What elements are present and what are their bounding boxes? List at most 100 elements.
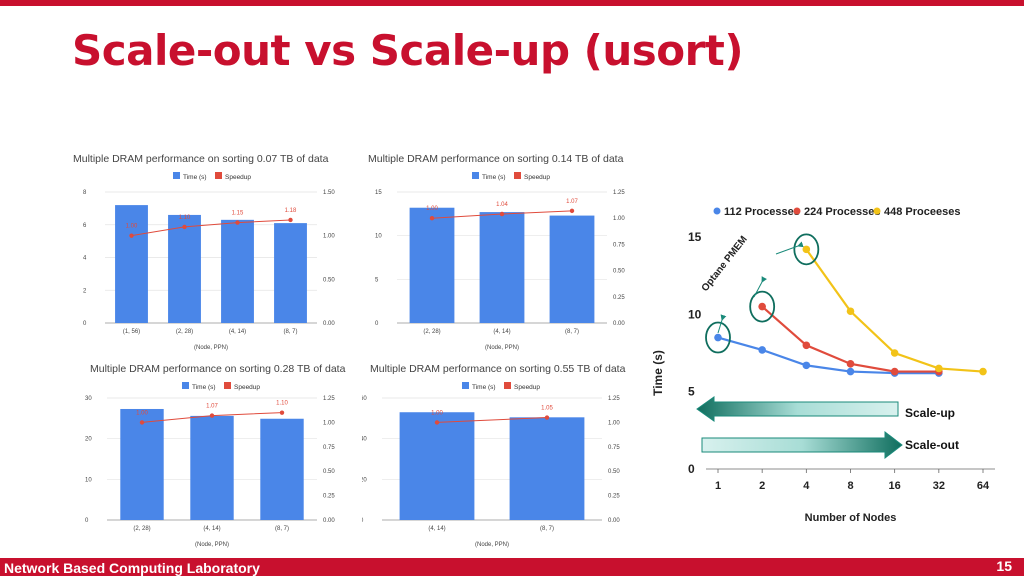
speedup-point [434, 420, 440, 425]
x-tick-label: (8, 7) [565, 329, 579, 335]
legend-swatch-speedup [514, 172, 521, 179]
x-tick-label: 16 [889, 480, 901, 492]
speedup-data-label: 1.18 [285, 208, 297, 214]
bar-time [260, 418, 304, 520]
speedup-point [569, 208, 575, 214]
y2-tick-label: 0.00 [608, 518, 620, 524]
series-point [758, 346, 766, 354]
y2-tick-label: 0.50 [613, 269, 625, 275]
series-point [846, 360, 855, 368]
legend-swatch-speedup [215, 172, 222, 179]
chart-panel-3: Multiple DRAM performance on sorting 0.5… [362, 363, 626, 548]
y2-tick-label: 0.25 [613, 295, 625, 301]
x-tick-label: 64 [977, 480, 990, 492]
y2-tick-label: 1.00 [323, 234, 335, 240]
highlight-circle [705, 321, 731, 354]
speedup-data-label: 1.00 [431, 410, 443, 416]
chart-panel-0: Multiple DRAM performance on sorting 0.0… [73, 153, 335, 351]
legend-label: 448 Proceeses [884, 206, 960, 218]
x-tick-label: (4, 14) [428, 526, 445, 532]
page-number: 15 [996, 558, 1012, 574]
y2-tick-label: 0.00 [613, 321, 625, 327]
y-tick-label: 0 [362, 518, 364, 524]
y2-tick-label: 0.25 [323, 494, 335, 500]
chart-panel-1: Multiple DRAM performance on sorting 0.1… [368, 153, 625, 351]
speedup-point [544, 415, 550, 420]
series-point [979, 367, 987, 376]
speedup-data-label: 1.15 [232, 211, 244, 217]
y-tick-label: 10 [85, 477, 92, 483]
y2-tick-label: 0.50 [323, 277, 335, 283]
legend-marker [713, 207, 721, 215]
bar-time [509, 417, 585, 520]
scale-out-label: Scale-out [905, 438, 959, 452]
bar-time [399, 412, 475, 520]
scale-up-arrow [696, 396, 899, 422]
highlight-circle [793, 233, 820, 266]
optane-arrow [775, 241, 804, 255]
optane-arrow [717, 314, 727, 334]
y-tick-label: 5 [375, 277, 379, 283]
y-tick-label: 2 [83, 288, 87, 294]
slide-title: Scale-out vs Scale-up (usort) [72, 26, 744, 75]
y2-tick-label: 1.25 [613, 190, 625, 196]
x-tick-label: (8, 7) [540, 526, 554, 532]
speedup-data-label: 1.00 [136, 410, 148, 416]
y2-tick-label: 0.75 [613, 242, 625, 248]
legend-swatch-time [173, 172, 180, 179]
speedup-data-label: 1.00 [426, 206, 438, 212]
speedup-point [499, 211, 505, 217]
bar-time [479, 212, 525, 323]
speedup-point [139, 420, 145, 425]
series-point [846, 367, 855, 376]
y2-tick-label: 1.00 [608, 420, 620, 426]
chart-title: Multiple DRAM performance on sorting 0.1… [368, 153, 624, 165]
bar-time [190, 415, 234, 520]
legend-label-speedup: Speedup [234, 384, 260, 391]
legend-label-speedup: Speedup [514, 384, 540, 391]
y-tick-label: 0 [375, 321, 379, 327]
x-tick-label: (2, 28) [176, 329, 193, 335]
x-axis-label: (Node, PPN) [195, 542, 229, 548]
bar-time [115, 205, 148, 323]
y-tick-label: 60 [362, 396, 367, 402]
y2-tick-label: 1.00 [323, 420, 335, 426]
y2-tick-label: 1.25 [323, 396, 335, 402]
legend-label-time: Time (s) [482, 174, 506, 181]
speedup-point [429, 216, 435, 221]
speedup-data-label: 1.00 [126, 224, 138, 230]
scale-up-label: Scale-up [905, 406, 955, 420]
y-tick-label: 6 [83, 223, 87, 229]
speedup-point [279, 410, 285, 415]
speedup-point [209, 413, 215, 418]
speedup-point [129, 233, 134, 238]
y2-tick-label: 0.25 [608, 494, 620, 500]
legend-marker [873, 207, 881, 215]
chart-panel-scaling: 112 Processes 224 Processes 448 Proceeses 0… [651, 206, 995, 524]
y-tick-label: 15 [375, 190, 382, 196]
x-axis-label: Number of Nodes [805, 512, 897, 524]
speedup-line [131, 219, 291, 237]
speedup-point [182, 224, 187, 230]
chart-title: Multiple DRAM performance on sorting 0.0… [73, 153, 329, 165]
legend-label-speedup: Speedup [524, 174, 550, 181]
speedup-data-label: 1.05 [541, 406, 553, 412]
speedup-data-label: 1.04 [496, 202, 508, 208]
speedup-line [436, 417, 548, 423]
series-line [717, 336, 939, 375]
speedup-data-label: 1.10 [179, 215, 191, 221]
x-tick-label: (8, 7) [275, 526, 289, 532]
legend-swatch-time [472, 172, 479, 179]
x-tick-label: (1, 56) [123, 329, 140, 335]
legend-label: 224 Processes [804, 206, 880, 218]
y-tick-label: 0 [83, 321, 87, 327]
speedup-data-label: 1.07 [206, 404, 218, 410]
series-point [714, 333, 722, 342]
speedup-data-label: 1.10 [276, 401, 288, 407]
y-tick-label: 20 [362, 477, 367, 483]
bar-time [168, 214, 201, 323]
series-point [846, 307, 855, 316]
chart-title: Multiple DRAM performance on sorting 0.5… [370, 363, 626, 375]
y-tick-label: 5 [688, 385, 695, 399]
y-tick-label: 8 [83, 190, 87, 196]
